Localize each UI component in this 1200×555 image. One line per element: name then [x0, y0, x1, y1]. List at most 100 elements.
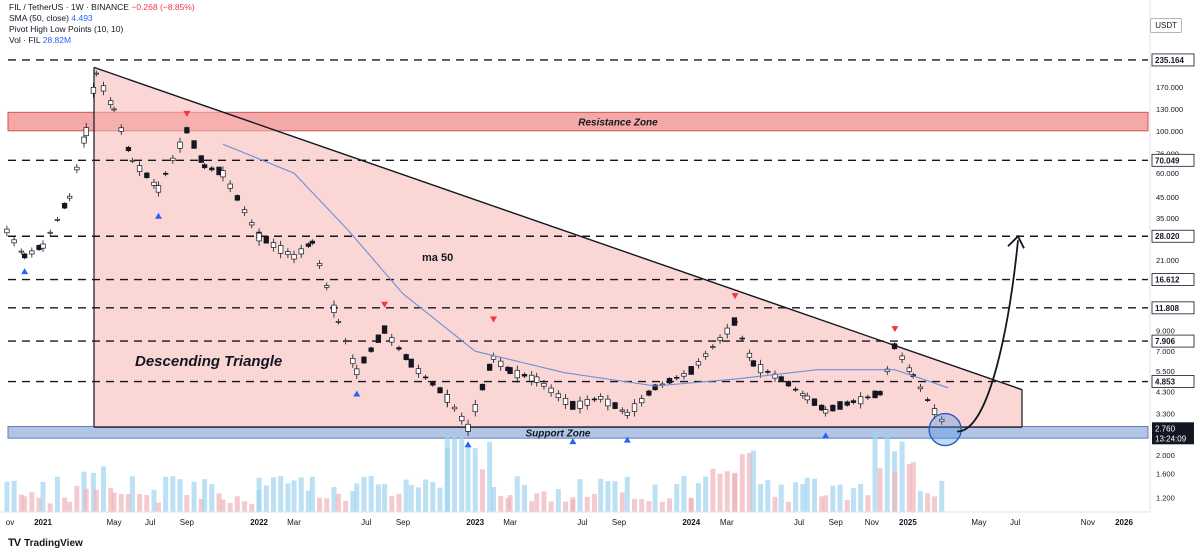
time-tick-label: 2024: [682, 518, 700, 527]
candle-body: [830, 404, 836, 412]
time-tick-label: Sep: [180, 518, 195, 527]
volume-bar: [256, 477, 262, 512]
candle-body: [487, 363, 493, 371]
candle-body: [241, 209, 248, 214]
candle-body: [422, 376, 429, 379]
volume-bar: [74, 485, 80, 512]
time-tick-label: Jul: [1010, 518, 1020, 527]
volume-bar: [872, 431, 878, 512]
volume-bar: [710, 468, 716, 512]
price-tick-label: 45.000: [1156, 193, 1179, 202]
candle-body: [577, 400, 583, 409]
volume-bar: [368, 476, 374, 512]
volume-bar: [62, 497, 68, 512]
candle-body: [74, 166, 80, 171]
volume-bar: [263, 485, 269, 512]
volume-bar: [191, 481, 197, 512]
candle-body: [309, 240, 316, 244]
volume-bar: [465, 445, 471, 512]
time-tick-label: Jul: [145, 518, 155, 527]
volume-bar: [765, 480, 771, 512]
volume-bar: [703, 476, 709, 512]
volume-bar: [819, 496, 825, 512]
volume-bar: [688, 497, 694, 512]
tradingview-brand: TV TradingView: [8, 537, 83, 549]
volume-bar: [270, 477, 276, 512]
volume-bar: [423, 479, 429, 512]
volume-bar: [396, 493, 402, 512]
candle-body: [765, 370, 771, 373]
candle-body: [298, 248, 304, 255]
volume-bar: [444, 435, 450, 512]
candle-body: [263, 236, 269, 244]
volume-bar: [125, 493, 131, 512]
time-tick-label: 2026: [1115, 518, 1133, 527]
candle-body: [375, 334, 382, 343]
volume-bar: [577, 479, 583, 512]
volume-bar: [804, 477, 810, 512]
volume-bar: [118, 493, 124, 512]
candle-body: [507, 367, 513, 374]
volume-bar: [724, 471, 730, 512]
volume-bar: [317, 497, 323, 512]
candle-body: [201, 164, 208, 169]
support-highlight-circle: [928, 412, 962, 447]
candle-body: [144, 172, 150, 178]
volume-bar: [291, 480, 297, 512]
candle-body: [792, 388, 799, 391]
volume-bar: [884, 434, 890, 512]
volume-bar: [534, 493, 540, 512]
volume-bar: [415, 487, 421, 512]
candle-body: [291, 254, 297, 260]
volume-bar: [785, 501, 791, 512]
candle-body: [21, 253, 28, 259]
price-level-tag-label: 28.020: [1155, 232, 1180, 241]
volume-bar: [198, 499, 204, 512]
candle-body: [811, 398, 818, 406]
volume-bar: [591, 493, 597, 512]
volume-bar: [639, 499, 645, 512]
pivot-high-marker: [891, 326, 899, 333]
candle-body: [118, 127, 124, 132]
volume-bar: [111, 492, 117, 512]
volume-bar: [83, 488, 89, 512]
chart-legend: FIL / TetherUS · 1W · BINANCE −0.268 (−8…: [9, 2, 195, 46]
candle-body: [430, 382, 436, 386]
candle-body: [465, 423, 471, 432]
volume-bar: [732, 472, 738, 512]
price-tick-label: 1.600: [1156, 469, 1175, 478]
time-tick-label: Mar: [503, 518, 517, 527]
price-tick-label: 21.000: [1156, 256, 1179, 265]
volume-bar: [430, 482, 436, 512]
price-tick-label: 2.000: [1156, 451, 1175, 460]
volume-bar: [498, 495, 504, 512]
legend-sma-label: SMA (50, close): [9, 13, 69, 23]
currency-unit-badge[interactable]: USDT: [1150, 18, 1182, 33]
candle-body: [591, 398, 598, 401]
tradingview-logo-icon: TV: [8, 537, 21, 549]
candle-body: [227, 183, 233, 189]
price-tick-label: 9.000: [1156, 326, 1175, 335]
volume-bar: [541, 491, 547, 512]
candle-body: [534, 376, 540, 383]
volume-bar: [584, 496, 590, 512]
candle-body: [368, 347, 374, 352]
candle-body: [350, 358, 356, 365]
volume-bar: [717, 473, 723, 512]
time-tick-label: Sep: [829, 518, 844, 527]
legend-pivot-label: Pivot High Low Points (10, 10): [9, 24, 124, 34]
candle-body: [570, 401, 576, 410]
candle-body: [800, 393, 806, 396]
candle-body: [129, 159, 136, 162]
candle-body: [681, 373, 687, 377]
candle-body: [451, 406, 458, 410]
volume-bar: [844, 500, 850, 512]
volume-bar: [403, 479, 409, 512]
candle-body: [93, 72, 99, 75]
volume-bar: [563, 501, 569, 512]
time-tick-label: 2025: [899, 518, 917, 527]
legend-symbol: FIL / TetherUS · 1W · BINANCE: [9, 2, 129, 12]
price-level-tag-label: 11.808: [1155, 304, 1180, 313]
volume-bar: [437, 487, 443, 512]
